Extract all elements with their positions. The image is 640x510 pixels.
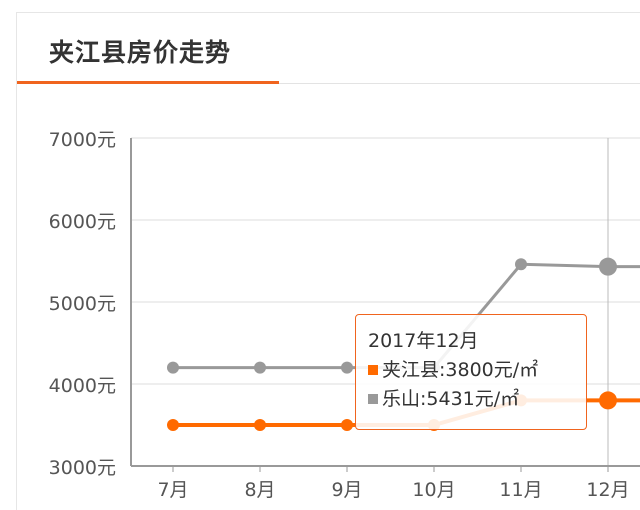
- tooltip-label-local: 夹江县:3800元/㎡: [382, 359, 539, 381]
- tooltip-title: 2017年12月: [368, 330, 479, 352]
- x-tick-label: 12月: [586, 479, 629, 501]
- y-tick-label: 4000元: [49, 375, 116, 397]
- y-tick-label: 3000元: [49, 457, 116, 479]
- y-tick-label: 6000元: [49, 211, 116, 233]
- x-tick-label: 9月: [331, 479, 362, 501]
- x-tick-label: 7月: [157, 479, 188, 501]
- tooltip-row-local: 夹江县:3800元/㎡: [368, 356, 586, 385]
- y-tick-label: 5000元: [49, 293, 116, 315]
- tooltip-row-city: 乐山:5431元/㎡: [368, 385, 586, 414]
- series-point-1: [599, 257, 617, 276]
- x-tick-label: 11月: [499, 479, 542, 501]
- panel-title: 夹江县房价走势: [49, 38, 232, 67]
- series-point-0: [341, 419, 353, 431]
- x-tick-label: 10月: [412, 479, 455, 501]
- tooltip-label-city: 乐山:5431元/㎡: [382, 388, 520, 410]
- series-point-1: [254, 361, 266, 374]
- series-point-1: [515, 258, 527, 271]
- chart-tooltip: 2017年12月 夹江县:3800元/㎡ 乐山:5431元/㎡: [355, 314, 587, 430]
- series-point-0: [254, 419, 266, 431]
- series-point-0: [599, 391, 617, 410]
- y-tick-label: 7000元: [49, 129, 116, 151]
- tooltip-swatch-city: [368, 394, 378, 404]
- series-point-1: [167, 361, 179, 374]
- series-point-1: [341, 361, 353, 374]
- title-accent-underline: [17, 81, 279, 84]
- tooltip-swatch-local: [368, 365, 378, 375]
- x-tick-label: 8月: [244, 479, 275, 501]
- series-point-0: [167, 419, 179, 431]
- panel-header: 夹江县房价走势: [17, 13, 640, 84]
